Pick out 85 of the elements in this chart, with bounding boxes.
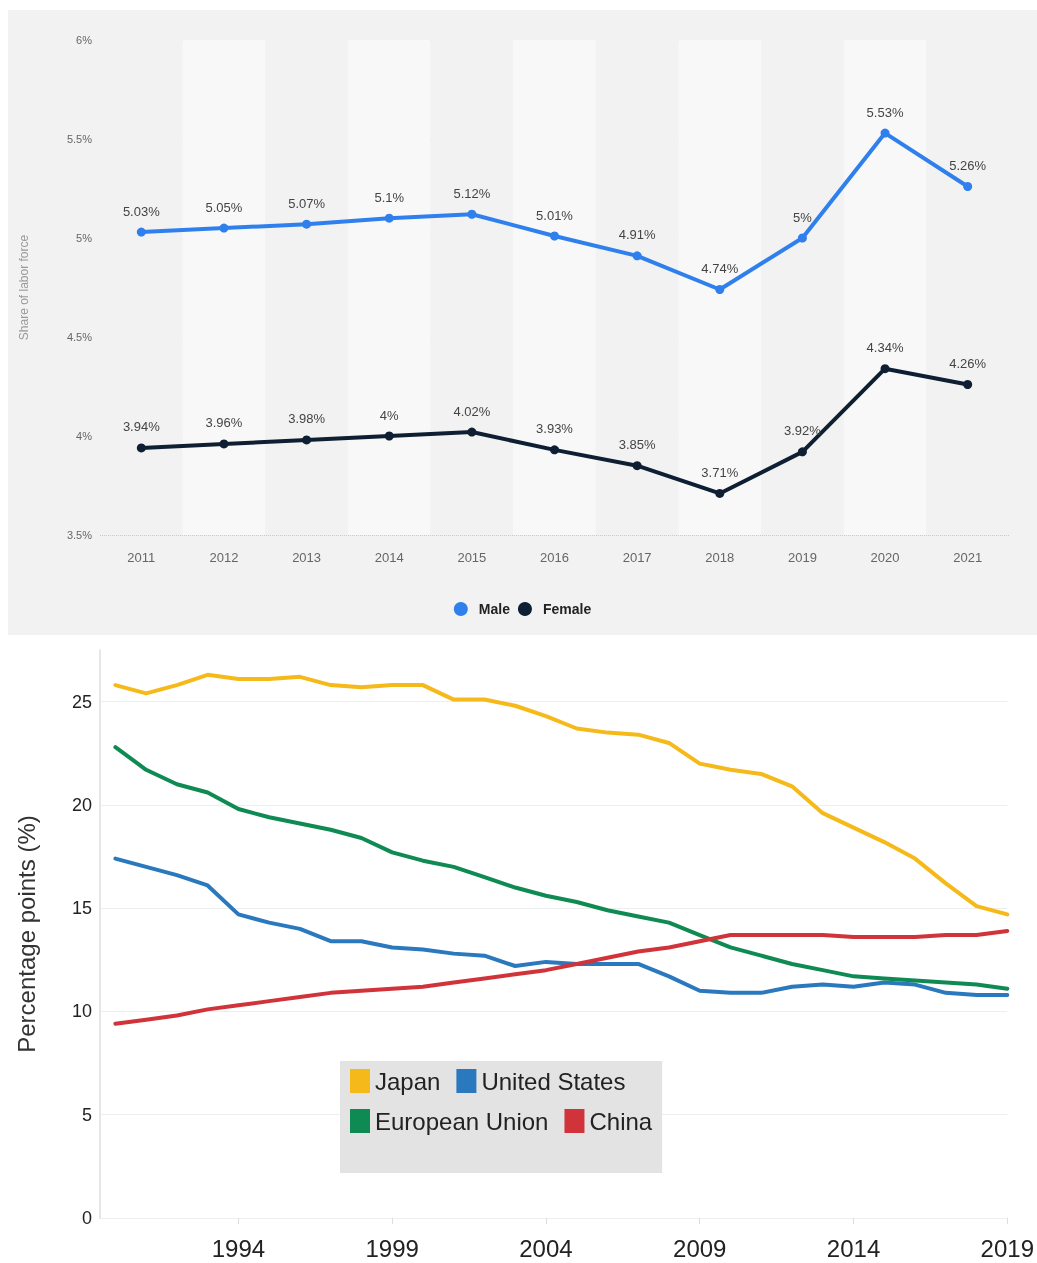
legend-label: United States xyxy=(481,1067,626,1095)
x-tick-label: 2011 xyxy=(127,550,156,565)
data-label: 5.01% xyxy=(536,207,574,223)
y-tick-label: 6% xyxy=(76,34,93,46)
x-tick-label: 2019 xyxy=(980,1234,1034,1262)
point xyxy=(632,461,642,471)
point xyxy=(219,223,229,233)
point xyxy=(797,447,807,457)
data-label: 3.93% xyxy=(536,421,574,437)
point xyxy=(467,209,477,219)
y-tick-label: 25 xyxy=(71,691,92,712)
y-tick-label: 4.5% xyxy=(66,331,93,343)
point xyxy=(880,128,890,138)
x-tick-label: 2017 xyxy=(622,550,652,565)
x-tick-label: 2012 xyxy=(209,550,239,565)
data-label: 3.85% xyxy=(618,437,656,453)
y-tick-label: 0 xyxy=(81,1208,92,1228)
point xyxy=(963,182,973,192)
y-tick-label: 5 xyxy=(81,1104,92,1125)
line-series xyxy=(113,928,1010,1026)
data-label: 3.94% xyxy=(122,419,161,435)
x-tick-label: 1994 xyxy=(211,1234,266,1262)
x-tick-label: 2018 xyxy=(705,550,735,565)
data-label: 5.53% xyxy=(866,104,904,120)
data-label: 4.34% xyxy=(866,340,904,356)
y-tick-label: 5.5% xyxy=(66,133,93,145)
legend-label: European Union xyxy=(375,1107,549,1135)
point xyxy=(136,227,146,237)
x-tick-label: 2019 xyxy=(787,550,817,565)
line-series xyxy=(113,856,1010,997)
x-tick-label: 1999 xyxy=(365,1234,419,1262)
y-axis-title: Share of labor force xyxy=(17,234,31,341)
y-axis-title: Percentage points (%) xyxy=(12,815,40,1053)
data-label: 4.02% xyxy=(453,403,491,419)
legend-label: China xyxy=(589,1107,653,1135)
data-label: 3.96% xyxy=(205,415,243,431)
x-tick-label: 2009 xyxy=(673,1234,727,1262)
y-tick-label: 10 xyxy=(71,1001,92,1022)
point xyxy=(302,435,312,445)
data-label: 5.26% xyxy=(949,158,987,174)
point xyxy=(715,284,725,294)
x-tick-label: 2020 xyxy=(870,550,900,565)
legend-label: Male xyxy=(478,601,511,617)
y-tick-label: 5% xyxy=(76,232,93,244)
data-label: 4.74% xyxy=(701,260,739,276)
y-tick-label: 15 xyxy=(71,898,92,919)
data-label: 3.92% xyxy=(783,423,822,439)
data-label: 3.98% xyxy=(288,411,326,427)
x-tick-label: 2021 xyxy=(953,550,983,565)
line-series xyxy=(113,745,1010,991)
x-tick-label: 2014 xyxy=(826,1234,881,1262)
y-tick-label: 4% xyxy=(76,430,93,442)
x-tick-label: 2014 xyxy=(374,550,404,565)
data-label: 5.12% xyxy=(453,185,491,201)
data-label: 5.03% xyxy=(122,203,161,219)
data-label: 4.26% xyxy=(949,356,987,372)
point xyxy=(136,443,146,453)
x-tick-label: 2013 xyxy=(292,550,322,565)
point xyxy=(550,231,559,241)
legend-label: Japan xyxy=(375,1067,441,1095)
data-label: 4.91% xyxy=(618,227,656,243)
point xyxy=(467,427,477,437)
point xyxy=(797,233,807,243)
point xyxy=(550,445,559,455)
y-tick-label: 3.5% xyxy=(66,529,93,541)
point xyxy=(384,213,394,223)
point xyxy=(715,488,725,498)
x-tick-label: 2016 xyxy=(540,550,569,565)
data-label: 5.07% xyxy=(288,195,326,211)
x-tick-label: 2015 xyxy=(457,550,487,565)
point xyxy=(963,380,973,390)
point xyxy=(219,439,229,449)
data-label: 5.05% xyxy=(205,199,243,215)
y-tick-label: 20 xyxy=(71,794,92,815)
point xyxy=(632,251,642,261)
point xyxy=(384,431,394,441)
data-label: 5.1% xyxy=(374,189,405,205)
legend-label: Female xyxy=(542,601,592,617)
point xyxy=(880,364,890,374)
data-label: 5% xyxy=(793,209,813,225)
line-series xyxy=(113,672,1010,917)
data-label: 3.71% xyxy=(701,464,739,480)
point xyxy=(302,219,312,229)
x-tick-label: 2004 xyxy=(519,1234,573,1262)
data-label: 4% xyxy=(379,407,400,423)
